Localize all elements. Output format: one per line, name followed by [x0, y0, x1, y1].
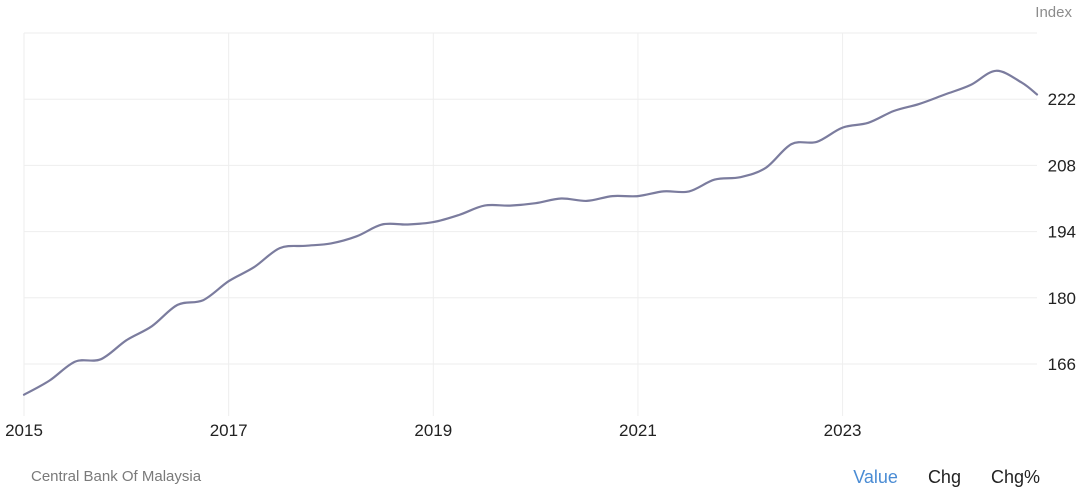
y-tick-label: 180 [1048, 289, 1076, 308]
x-tick-label: 2015 [5, 421, 43, 440]
y-unit-label: Index [1035, 4, 1072, 21]
y-tick-label: 166 [1048, 355, 1076, 374]
grid [23, 32, 1037, 416]
change-view-button[interactable]: Chg [927, 467, 961, 487]
change-percent-view-button[interactable]: Chg% [990, 467, 1040, 487]
x-axis-ticks: 2015 2017 2019 2021 2023 [5, 421, 861, 440]
y-tick-label: 222 [1048, 90, 1076, 109]
source-label: Central Bank Of Malaysia [31, 468, 202, 485]
series-layer [22, 69, 1039, 396]
x-tick-label: 2021 [619, 421, 657, 440]
x-tick-label: 2023 [824, 421, 862, 440]
series-line [22, 69, 1039, 396]
x-tick-label: 2019 [414, 421, 452, 440]
y-tick-label: 208 [1048, 156, 1076, 175]
value-view-button[interactable]: Value [853, 467, 898, 487]
y-axis-ticks: 166 180 194 208 222 [1048, 90, 1076, 374]
y-tick-label: 194 [1048, 223, 1076, 242]
view-toggle: Value Chg Chg% [853, 464, 1040, 490]
x-tick-label: 2017 [210, 421, 248, 440]
